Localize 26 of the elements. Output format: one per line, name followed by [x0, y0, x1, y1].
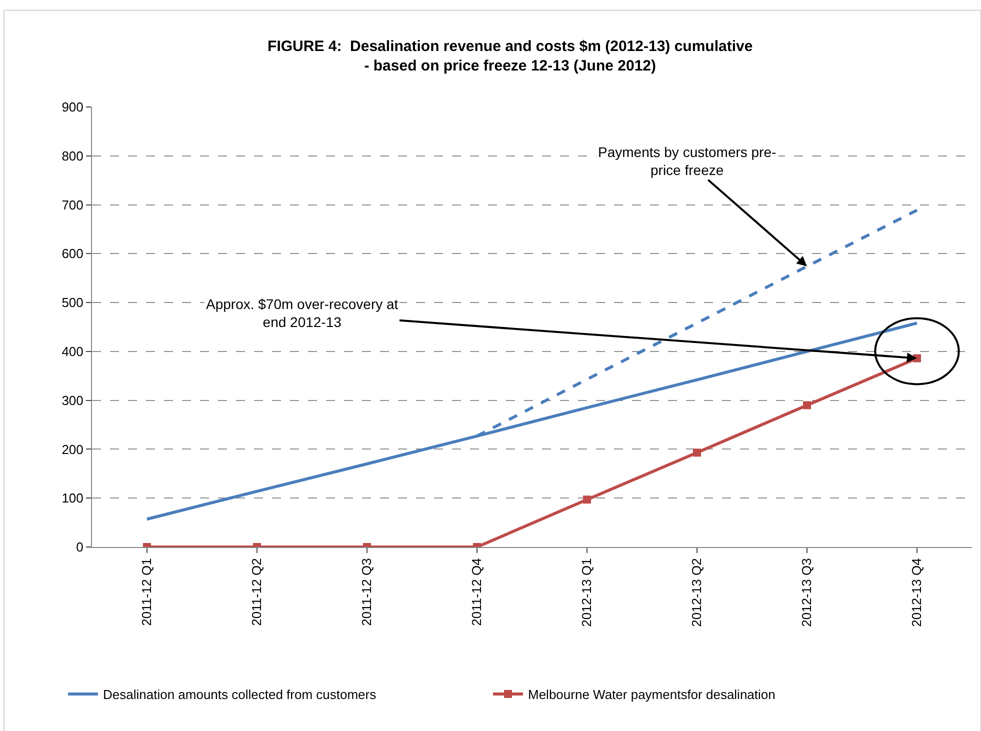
point	[803, 401, 811, 410]
x-tick-label: 2011-12 Q1	[139, 558, 154, 626]
x-tick-label: 2011-12 Q3	[359, 558, 374, 626]
x-tick-label: 2012-13 Q3	[799, 558, 814, 627]
x-tick-label: 2011-12 Q4	[469, 558, 484, 626]
x-tick-label: 2011-12 Q2	[249, 558, 264, 626]
x-tick-label: 2012-13 Q4	[909, 558, 924, 627]
legend-label: Melbourne Water paymentsfor desalination	[528, 687, 776, 702]
y-tick-label: 300	[62, 392, 84, 408]
x-tick-label: 2012-13 Q1	[579, 558, 594, 627]
x-tick-label: 2012-13 Q2	[689, 558, 704, 627]
y-tick-label: 400	[62, 344, 84, 359]
y-tick-label: 900	[62, 100, 84, 115]
y-tick-label: 600	[62, 246, 84, 262]
y-tick-label: 200	[62, 442, 84, 457]
chart-title: FIGURE 4: Desalination revenue and costs $m (2012-13) cumulative - based on price freeze 12-13 (June 2012)	[268, 38, 753, 75]
y-tick-label: 800	[62, 148, 84, 164]
point	[693, 448, 701, 457]
y-tick-label: 0	[76, 540, 84, 555]
point	[583, 496, 591, 504]
legend-label: Desalination amounts collected from customers	[103, 687, 377, 702]
y-tick-label: 500	[62, 295, 84, 310]
annotation: Payments by customers pre- price freeze	[598, 144, 777, 178]
y-tick-label: 100	[62, 490, 84, 506]
annotation: Approx. $70m over-recovery at end 2012-13	[206, 296, 398, 330]
y-tick-label: 700	[62, 197, 84, 212]
